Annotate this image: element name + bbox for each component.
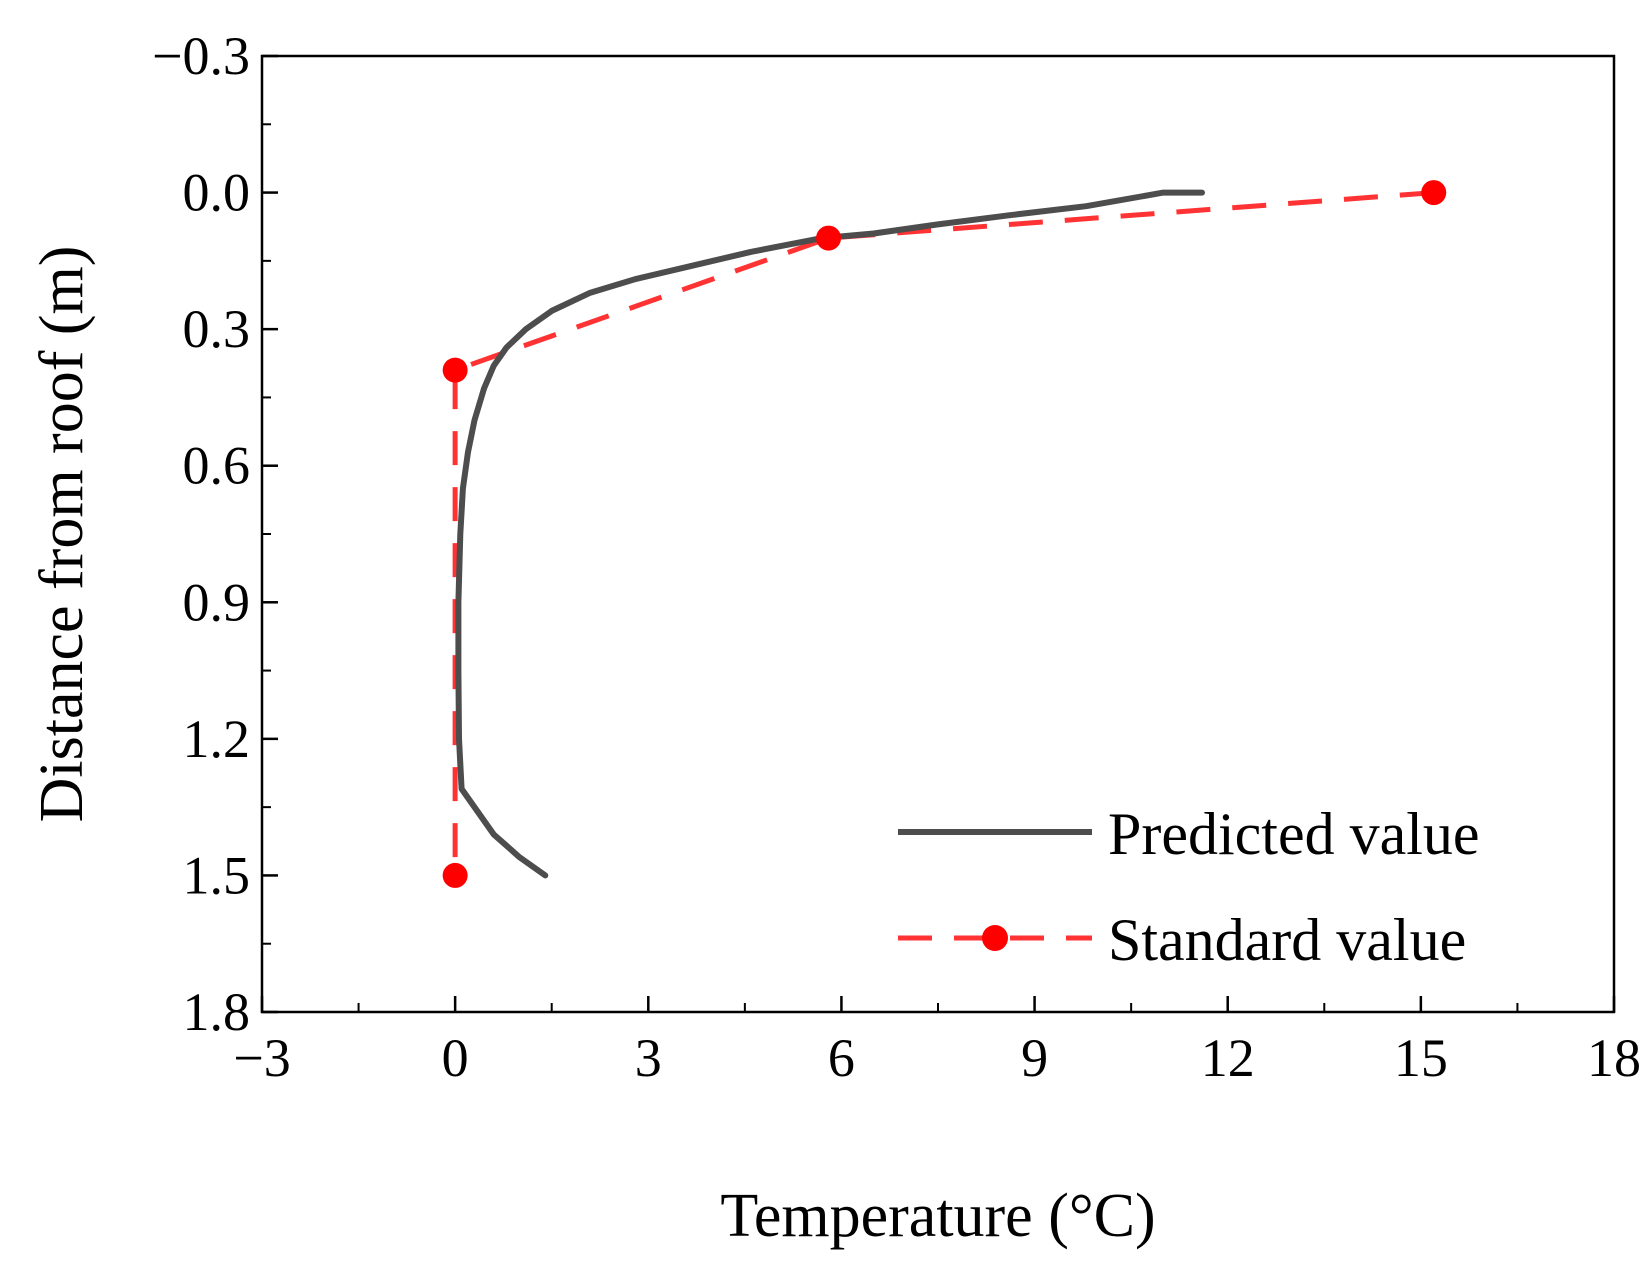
legend-standard-label: Standard value [1108, 907, 1466, 973]
y-tick-label: −0.3 [152, 26, 250, 86]
legend-standard-marker [982, 925, 1008, 951]
y-tick-label: 1.2 [183, 709, 251, 769]
y-tick-label: 0.0 [183, 163, 251, 223]
legend-predicted-label: Predicted value [1108, 801, 1480, 867]
x-tick-label: 18 [1587, 1028, 1641, 1088]
y-tick-label: 0.9 [183, 572, 251, 632]
x-tick-label: 6 [828, 1028, 855, 1088]
x-tick-label: −3 [233, 1028, 290, 1088]
series-predicted-line [455, 189, 1205, 879]
y-tick-label: 1.8 [183, 982, 251, 1042]
y-tick-label: 1.5 [183, 845, 251, 905]
x-tick-label: 12 [1201, 1028, 1255, 1088]
x-tick-label: 0 [442, 1028, 469, 1088]
axis-ticks [260, 54, 1616, 1014]
x-tick-label: 3 [635, 1028, 662, 1088]
y-axis-title: Distance from roof (m) [28, 246, 96, 823]
standard-point [1421, 180, 1447, 206]
standard-point [442, 862, 468, 888]
x-axis-title: Temperature (°C) [720, 1182, 1155, 1250]
y-tick-label: 0.3 [183, 299, 251, 359]
y-tick-label: 0.6 [183, 436, 251, 496]
x-tick-label: 15 [1394, 1028, 1448, 1088]
x-tick-label: 9 [1021, 1028, 1048, 1088]
tick-labels: −3 0 3 6 9 12 15 18 −0.3 0.0 0.3 0.6 0.9 1.2 1.5 1.8 [152, 26, 1641, 1088]
legend: Predicted value Standard value [898, 801, 1480, 973]
standard-point [442, 357, 468, 383]
standard-point [816, 225, 842, 251]
series-standard-line [452, 190, 1434, 876]
series-layer [442, 180, 1447, 888]
